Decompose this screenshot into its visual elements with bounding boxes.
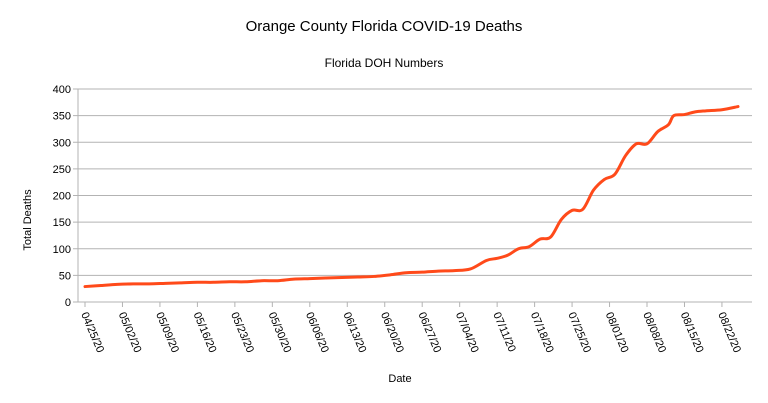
y-tick-label: 150 [53, 217, 71, 229]
x-tick-label: 07/11/20 [490, 310, 517, 353]
x-tick-label: 04/25/20 [78, 310, 106, 354]
gridlines [77, 88, 752, 303]
y-tick-label: 350 [53, 111, 71, 123]
chart-title: Orange County Florida COVID-19 Deaths [246, 18, 523, 35]
y-tick-label: 0 [65, 297, 71, 309]
x-tick-label: 06/06/20 [303, 310, 331, 354]
x-tick-label: 05/23/20 [228, 310, 256, 354]
x-tick-label: 06/27/20 [415, 310, 443, 354]
x-tick-label: 07/04/20 [453, 310, 481, 354]
x-tick-label: 06/13/20 [341, 310, 369, 354]
y-axis-ticks: 0 50 100 150 200 250 300 350 400 [53, 84, 78, 309]
x-tick-label: 08/22/20 [715, 310, 743, 354]
chart-subtitle: Florida DOH Numbers [325, 56, 444, 70]
y-tick-label: 50 [59, 270, 71, 282]
x-tick-label: 08/08/20 [640, 310, 668, 354]
x-tick-label: 07/18/20 [528, 310, 556, 354]
x-axis-ticks: 04/25/20 05/02/20 05/09/20 05/16/20 05/23/20… [78, 302, 743, 355]
y-tick-label: 400 [53, 84, 71, 96]
x-axis-label: Date [388, 373, 411, 385]
x-tick-label: 07/25/20 [565, 310, 593, 354]
x-tick-label: 05/02/20 [116, 310, 144, 354]
series-line [83, 105, 740, 289]
y-axis-label: Total Deaths [22, 189, 34, 251]
x-tick-label: 06/20/20 [378, 310, 406, 354]
y-tick-label: 300 [53, 137, 71, 149]
x-tick-label: 05/16/20 [191, 310, 219, 354]
x-tick-label: 05/09/20 [153, 310, 181, 354]
y-tick-label: 100 [53, 244, 71, 256]
y-tick-label: 250 [53, 164, 71, 176]
x-tick-label: 08/15/20 [678, 310, 706, 354]
plot-area [83, 105, 740, 289]
y-tick-label: 200 [53, 191, 71, 203]
x-tick-label: 05/30/20 [266, 310, 294, 354]
x-tick-label: 08/01/20 [603, 310, 631, 354]
